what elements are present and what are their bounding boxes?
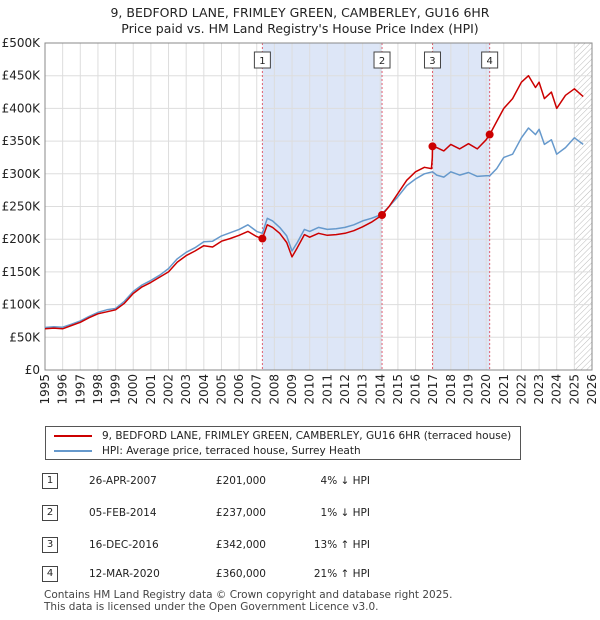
y-tick-label: £350K: [2, 134, 42, 148]
transaction-row: 4 12-MAR-2020 £360,000 21% ↑ HPI: [0, 566, 600, 584]
legend-item-hpi: HPI: Average price, terraced house, Surr…: [54, 444, 361, 458]
property-price-line: [44, 74, 584, 330]
x-tick-label: 2016: [409, 374, 423, 405]
chart-legend: 9, BEDFORD LANE, FRIMLEY GREEN, CAMBERLE…: [45, 426, 521, 460]
x-tick-label: 2004: [197, 374, 211, 405]
sale-marker-box: [373, 51, 391, 69]
chart-subtitle: Price paid vs. HM Land Registry's House …: [121, 21, 479, 36]
x-tick-label: 2022: [514, 374, 528, 405]
transaction-number: 4: [42, 566, 58, 582]
y-tick-label: £200K: [2, 232, 42, 246]
price-chart: £0 £50K £100K £150K £200K £250K £300K £350K £400…: [2, 36, 599, 405]
x-tick-label: 2011: [320, 374, 334, 405]
x-tick-label: 1997: [73, 374, 87, 405]
x-tick-label: 2023: [532, 374, 546, 405]
legend-label-hpi: HPI: Average price, terraced house, Surr…: [102, 445, 361, 457]
transaction-row: 2 05-FEB-2014 £237,000 1% ↓ HPI: [0, 505, 600, 523]
legend-label-property: 9, BEDFORD LANE, FRIMLEY GREEN, CAMBERLE…: [102, 430, 512, 442]
x-tick-label: 1995: [38, 374, 52, 405]
x-tick-label: 2007: [250, 374, 264, 405]
x-tick-label: 2001: [144, 374, 158, 405]
transaction-hpi-diff: 1% ↓ HPI: [320, 507, 370, 519]
x-tick-label: 2019: [461, 374, 475, 405]
sale-point: [485, 130, 494, 139]
sale-marker-label: 2: [379, 56, 385, 67]
y-tick-label: £50K: [9, 330, 41, 344]
transaction-number: 3: [42, 537, 58, 553]
sale-point: [258, 234, 267, 243]
x-tick-label: 2024: [550, 374, 564, 405]
transaction-date: 26-APR-2007: [89, 475, 157, 487]
transaction-price: £342,000: [215, 539, 266, 551]
transaction-price: £360,000: [215, 568, 266, 580]
y-tick-label: £100K: [2, 298, 42, 312]
transaction-date: 16-DEC-2016: [89, 539, 159, 551]
x-tick-label: 2018: [444, 374, 458, 405]
x-tick-label: 2014: [373, 374, 387, 405]
x-tick-label: 2021: [497, 374, 511, 405]
y-tick-label: £150K: [2, 265, 42, 279]
x-tick-label: 1996: [56, 374, 70, 405]
footer-copyright: Contains HM Land Registry data © Crown c…: [44, 589, 453, 601]
transaction-date: 05-FEB-2014: [89, 507, 157, 519]
sale-marker-box: [423, 51, 441, 69]
hpi-line: [44, 127, 584, 329]
x-tick-label: 2020: [479, 374, 493, 405]
sale-marker-label: 3: [429, 56, 435, 67]
transaction-hpi-diff: 4% ↓ HPI: [320, 475, 370, 487]
x-tick-label: 2012: [338, 374, 352, 405]
transaction-row: 3 16-DEC-2016 £342,000 13% ↑ HPI: [0, 537, 600, 555]
x-tick-label: 2025: [567, 374, 581, 405]
sale-point: [428, 142, 437, 151]
y-tick-label: £250K: [2, 200, 42, 214]
x-tick-label: 2000: [126, 374, 140, 405]
x-tick-label: 2002: [162, 374, 176, 405]
x-tick-label: 2005: [214, 374, 228, 405]
transaction-number: 1: [42, 473, 58, 489]
y-tick-label: £0: [25, 363, 40, 377]
x-tick-label: 2006: [232, 374, 246, 405]
transaction-hpi-diff: 13% ↑ HPI: [313, 539, 370, 551]
y-tick-label: £400K: [2, 101, 42, 115]
x-tick-label: 1999: [109, 374, 123, 405]
footer-licence: This data is licensed under the Open Gov…: [44, 601, 379, 613]
sale-marker-box: [253, 51, 271, 69]
x-tick-label: 2013: [356, 374, 370, 405]
x-tick-label: 1998: [91, 374, 105, 405]
sale-marker-label: 4: [486, 56, 492, 67]
transaction-hpi-diff: 21% ↑ HPI: [313, 568, 370, 580]
sale-point: [378, 211, 387, 220]
transaction-price: £201,000: [215, 475, 266, 487]
y-tick-label: £300K: [2, 167, 42, 181]
transaction-number: 2: [42, 505, 58, 521]
legend-swatch-property: [54, 435, 92, 437]
x-tick-label: 2003: [179, 374, 193, 405]
sale-marker-label: 1: [259, 56, 265, 67]
x-tick-label: 2015: [391, 374, 405, 405]
sale-marker-box: [481, 51, 499, 69]
x-tick-label: 2010: [303, 374, 317, 405]
legend-item-property: 9, BEDFORD LANE, FRIMLEY GREEN, CAMBERLE…: [54, 429, 511, 443]
plot-frame: [44, 42, 593, 371]
x-tick-label: 2009: [285, 374, 299, 405]
y-tick-label: £450K: [2, 69, 42, 83]
transaction-date: 12-MAR-2020: [89, 568, 160, 580]
chart-title: 9, BEDFORD LANE, FRIMLEY GREEN, CAMBERLE…: [110, 5, 490, 20]
x-tick-label: 2026: [585, 374, 599, 405]
legend-swatch-hpi: [54, 450, 92, 452]
transaction-price: £237,000: [215, 507, 266, 519]
y-tick-label: £500K: [2, 36, 42, 50]
x-tick-label: 2008: [267, 374, 281, 405]
x-tick-label: 2017: [426, 374, 440, 405]
transaction-row: 1 26-APR-2007 £201,000 4% ↓ HPI: [0, 473, 600, 491]
